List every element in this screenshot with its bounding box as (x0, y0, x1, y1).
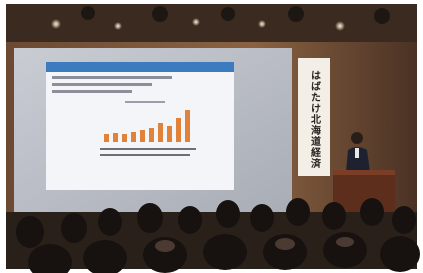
ceiling (6, 4, 417, 42)
podium-top (333, 170, 395, 175)
banner-title: はばたけ北海道経済 (309, 70, 321, 169)
slide (46, 62, 234, 190)
photo: はばたけ北海道経済 (0, 0, 423, 273)
